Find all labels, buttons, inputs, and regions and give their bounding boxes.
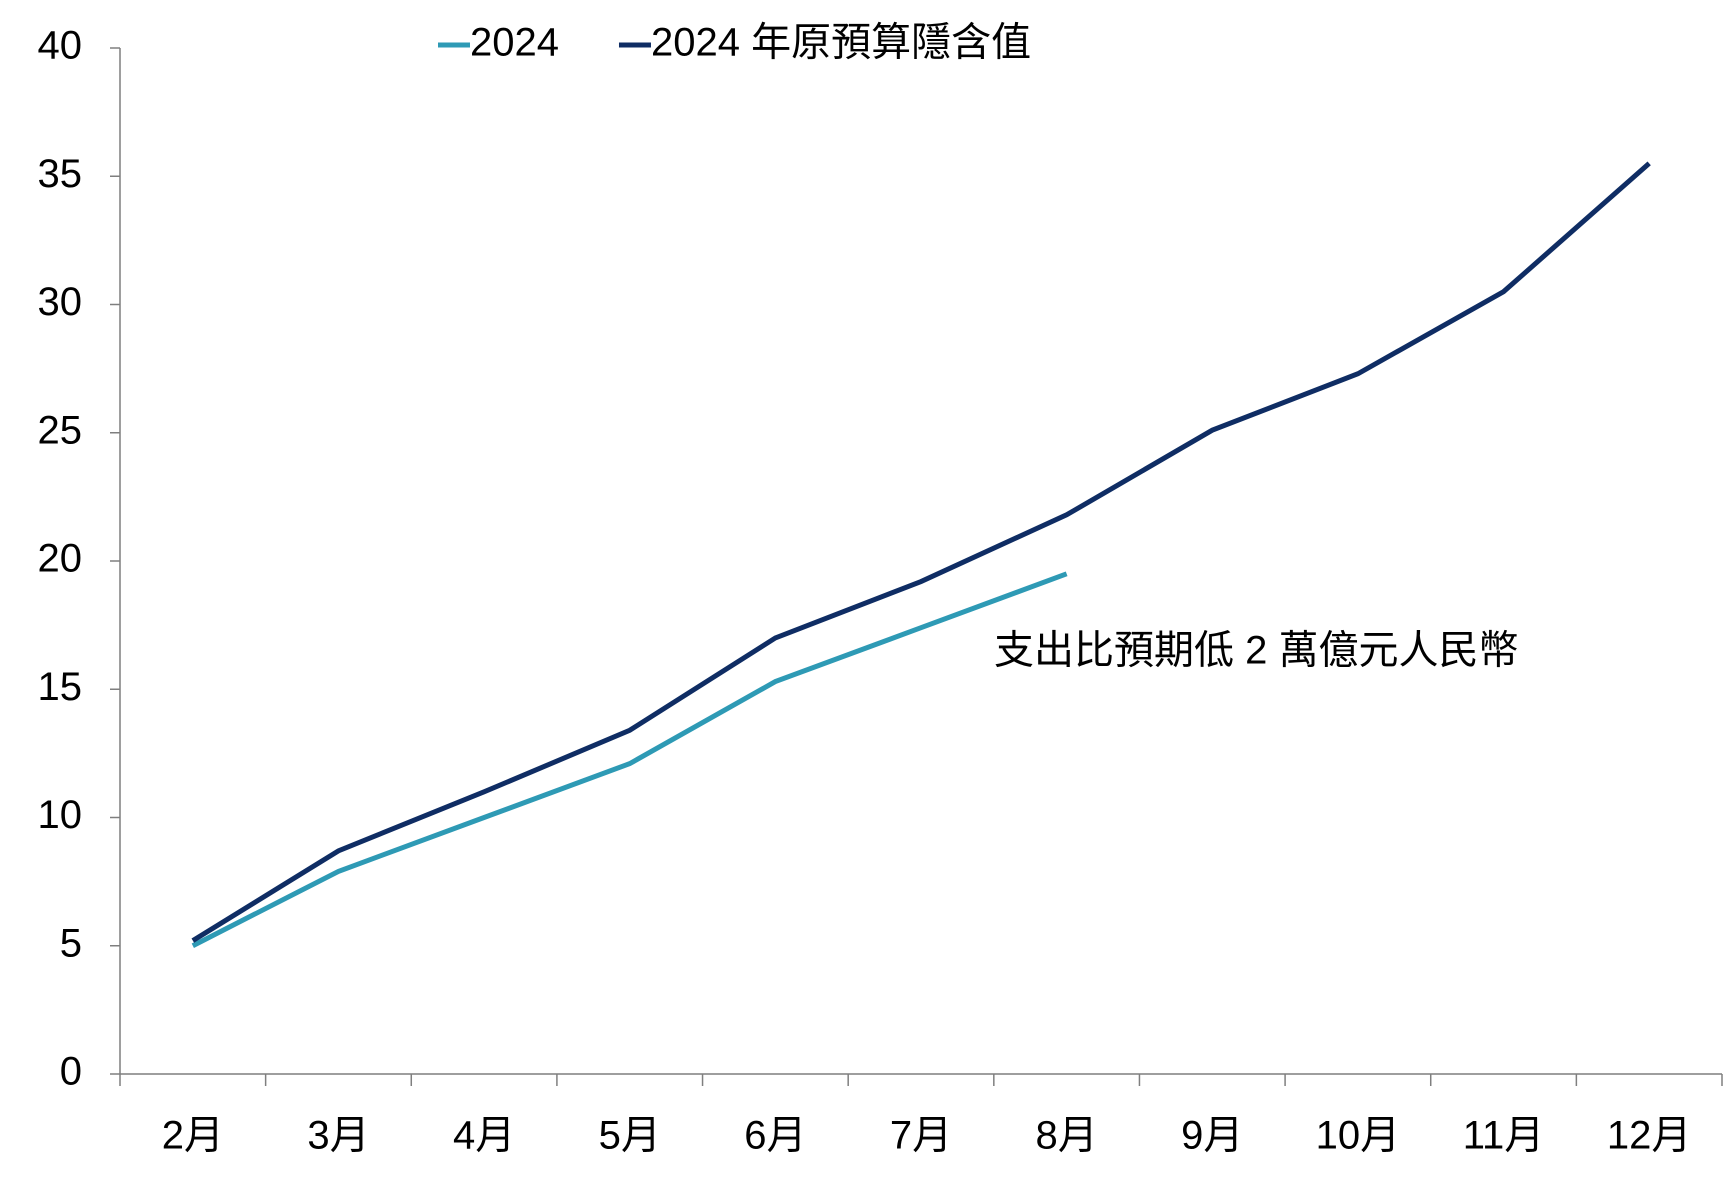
y-tick-label: 20	[38, 537, 83, 581]
x-tick-label: 9月	[1181, 1114, 1243, 1158]
x-tick-label: 12月	[1607, 1114, 1692, 1158]
x-tick-label: 4月	[453, 1114, 515, 1158]
legend-label: 2024 年原預算隱含值	[651, 21, 1031, 65]
y-tick-label: 0	[60, 1050, 82, 1094]
y-tick-label: 30	[38, 280, 83, 324]
x-tick-label: 10月	[1316, 1114, 1401, 1158]
y-tick-label: 10	[38, 793, 83, 837]
y-tick-label: 35	[38, 152, 83, 196]
x-tick-label: 7月	[890, 1114, 952, 1158]
series-line	[191, 571, 1068, 948]
x-tick-label: 5月	[599, 1114, 661, 1158]
x-tick-label: 6月	[744, 1114, 806, 1158]
y-tick-label: 25	[38, 408, 83, 452]
y-tick-label: 40	[38, 24, 83, 68]
annotation: 支出比預期低 2 萬億元人民幣	[994, 629, 1518, 673]
y-tick-label: 5	[60, 921, 82, 965]
series-line	[191, 161, 1651, 943]
y-tick-label: 15	[38, 665, 83, 709]
x-tick-label: 8月	[1036, 1114, 1098, 1158]
x-tick-label: 3月	[307, 1114, 369, 1158]
x-tick-label: 11月	[1463, 1114, 1545, 1158]
legend-label: 2024	[470, 21, 559, 65]
x-tick-label: 2月	[162, 1114, 224, 1158]
